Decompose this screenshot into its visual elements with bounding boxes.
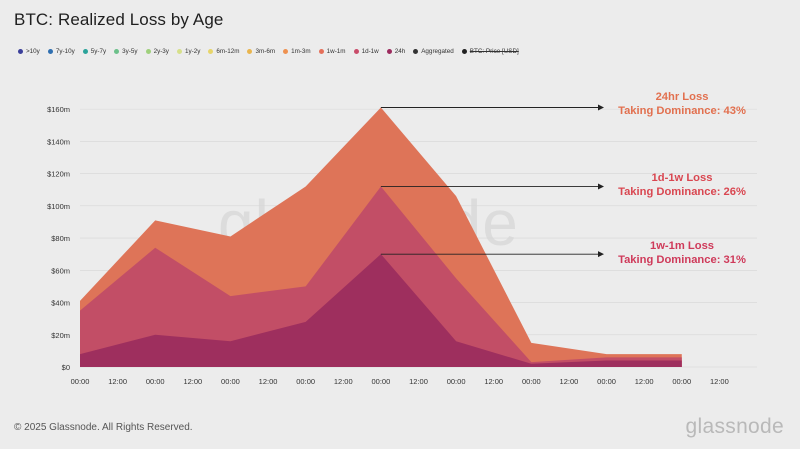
x-tick-label: 00:00 xyxy=(71,377,90,386)
legend-label: 5y-7y xyxy=(90,48,107,55)
x-tick-label: 00:00 xyxy=(447,377,466,386)
annotation-arrowhead-icon xyxy=(598,251,604,258)
copyright-footer: © 2025 Glassnode. All Rights Reserved. xyxy=(14,422,193,433)
legend-label: 1m-3m xyxy=(291,48,311,55)
legend-item[interactable]: 1w-1m xyxy=(318,48,346,55)
legend-label: BTC: Price [USD] xyxy=(469,48,519,55)
legend-item[interactable]: >10y xyxy=(18,48,40,55)
y-tick-label: $100m xyxy=(47,202,70,211)
y-tick-label: $40m xyxy=(51,299,70,308)
x-tick-label: 12:00 xyxy=(710,377,729,386)
y-tick-label: $140m xyxy=(47,137,70,146)
legend-item[interactable]: 1y-2y xyxy=(176,48,201,55)
chart-legend: >10y 7y-10y 5y-7y 3y-5y 2y-3y 1y-2y 6m-12m 3m-6… xyxy=(18,48,519,55)
legend-dot-icon xyxy=(413,49,419,54)
legend-dot-icon xyxy=(461,49,467,54)
legend-item[interactable]: Aggregated xyxy=(413,48,454,55)
x-tick-label: 00:00 xyxy=(597,377,616,386)
x-tick-label: 12:00 xyxy=(183,377,202,386)
legend-item[interactable]: BTC: Price [USD] xyxy=(461,48,519,55)
legend-dot-icon xyxy=(18,49,23,54)
annotation-arrowhead-icon xyxy=(598,104,604,111)
x-tick-label: 12:00 xyxy=(635,377,654,386)
callout-1w-1m-line2: Taking Dominance: 31% xyxy=(618,253,746,266)
legend-label: >10y xyxy=(26,48,40,55)
legend-item[interactable]: 3y-5y xyxy=(114,48,138,55)
y-tick-label: $160m xyxy=(47,105,70,114)
x-tick-label: 12:00 xyxy=(409,377,428,386)
callout-24hr-line1: 24hr Loss xyxy=(655,91,709,103)
legend-dot-icon xyxy=(386,49,392,54)
legend-label: 3y-5y xyxy=(122,48,138,55)
legend-dot-icon xyxy=(47,49,53,54)
legend-item[interactable]: 6m-12m xyxy=(208,48,239,55)
legend-dot-icon xyxy=(176,49,182,54)
legend-label: 2y-3y xyxy=(153,48,169,55)
x-tick-label: 12:00 xyxy=(484,377,503,386)
callout-1d-1w-line2: Taking Dominance: 26% xyxy=(618,185,746,198)
x-tick-label: 00:00 xyxy=(146,377,165,386)
y-tick-label: $0 xyxy=(62,363,70,372)
area-series-24h xyxy=(80,254,682,367)
legend-item[interactable]: 3m-6m xyxy=(247,48,275,55)
legend-item[interactable]: 5y-7y xyxy=(82,48,107,55)
legend-label: 7y-10y xyxy=(55,48,75,55)
brand-logo: glassnode xyxy=(685,415,784,438)
callout-24hr-line2: Taking Dominance: 43% xyxy=(618,104,746,117)
legend-label: 3m-6m xyxy=(255,48,276,55)
x-tick-label: 00:00 xyxy=(221,377,240,386)
y-tick-label: $20m xyxy=(51,331,70,340)
legend-dot-icon xyxy=(318,49,324,54)
x-tick-label: 12:00 xyxy=(334,377,353,386)
legend-item[interactable]: 1d-1w xyxy=(353,48,379,55)
chart-title: BTC: Realized Loss by Age xyxy=(14,10,224,29)
legend-item[interactable]: 2y-3y xyxy=(145,48,169,55)
annotation-arrowhead-icon xyxy=(598,183,604,190)
callout-1d-1w-line1: 1d-1w Loss xyxy=(651,172,713,184)
legend-dot-icon xyxy=(145,49,151,54)
legend-label: Aggregated xyxy=(421,48,454,55)
y-tick-label: $60m xyxy=(51,266,70,275)
x-tick-label: 12:00 xyxy=(259,377,278,386)
callout-1d-1w: 1d-1w Loss Taking Dominance: 26% xyxy=(592,172,772,199)
x-tick-label: 00:00 xyxy=(672,377,691,386)
callout-24hr: 24hr Loss Taking Dominance: 43% xyxy=(592,91,772,118)
legend-dot-icon xyxy=(82,49,88,54)
x-tick-label: 12:00 xyxy=(560,377,579,386)
x-tick-label: 00:00 xyxy=(371,377,390,386)
legend-dot-icon xyxy=(247,49,253,54)
legend-dot-icon xyxy=(283,49,289,54)
y-tick-label: $80m xyxy=(51,234,70,243)
legend-label: 24h xyxy=(394,48,406,55)
callout-1w-1m-line1: 1w-1m Loss xyxy=(649,240,715,252)
legend-item[interactable]: 1m-3m xyxy=(283,48,311,55)
legend-dot-icon xyxy=(208,49,214,54)
legend-label: 6m-12m xyxy=(216,48,240,55)
legend-dot-icon xyxy=(114,49,120,54)
x-tick-label: 12:00 xyxy=(108,377,127,386)
legend-label: 1w-1m xyxy=(326,48,346,55)
x-tick-label: 00:00 xyxy=(296,377,315,386)
x-tick-label: 00:00 xyxy=(522,377,541,386)
legend-label: 1y-2y xyxy=(184,48,201,55)
legend-dot-icon xyxy=(353,49,359,54)
y-tick-label: $120m xyxy=(47,170,70,179)
legend-item[interactable]: 7y-10y xyxy=(47,48,75,55)
callout-1w-1m: 1w-1m Loss Taking Dominance: 31% xyxy=(592,240,772,267)
legend-item[interactable]: 24h xyxy=(386,48,406,55)
legend-label: 1d-1w xyxy=(361,48,379,55)
